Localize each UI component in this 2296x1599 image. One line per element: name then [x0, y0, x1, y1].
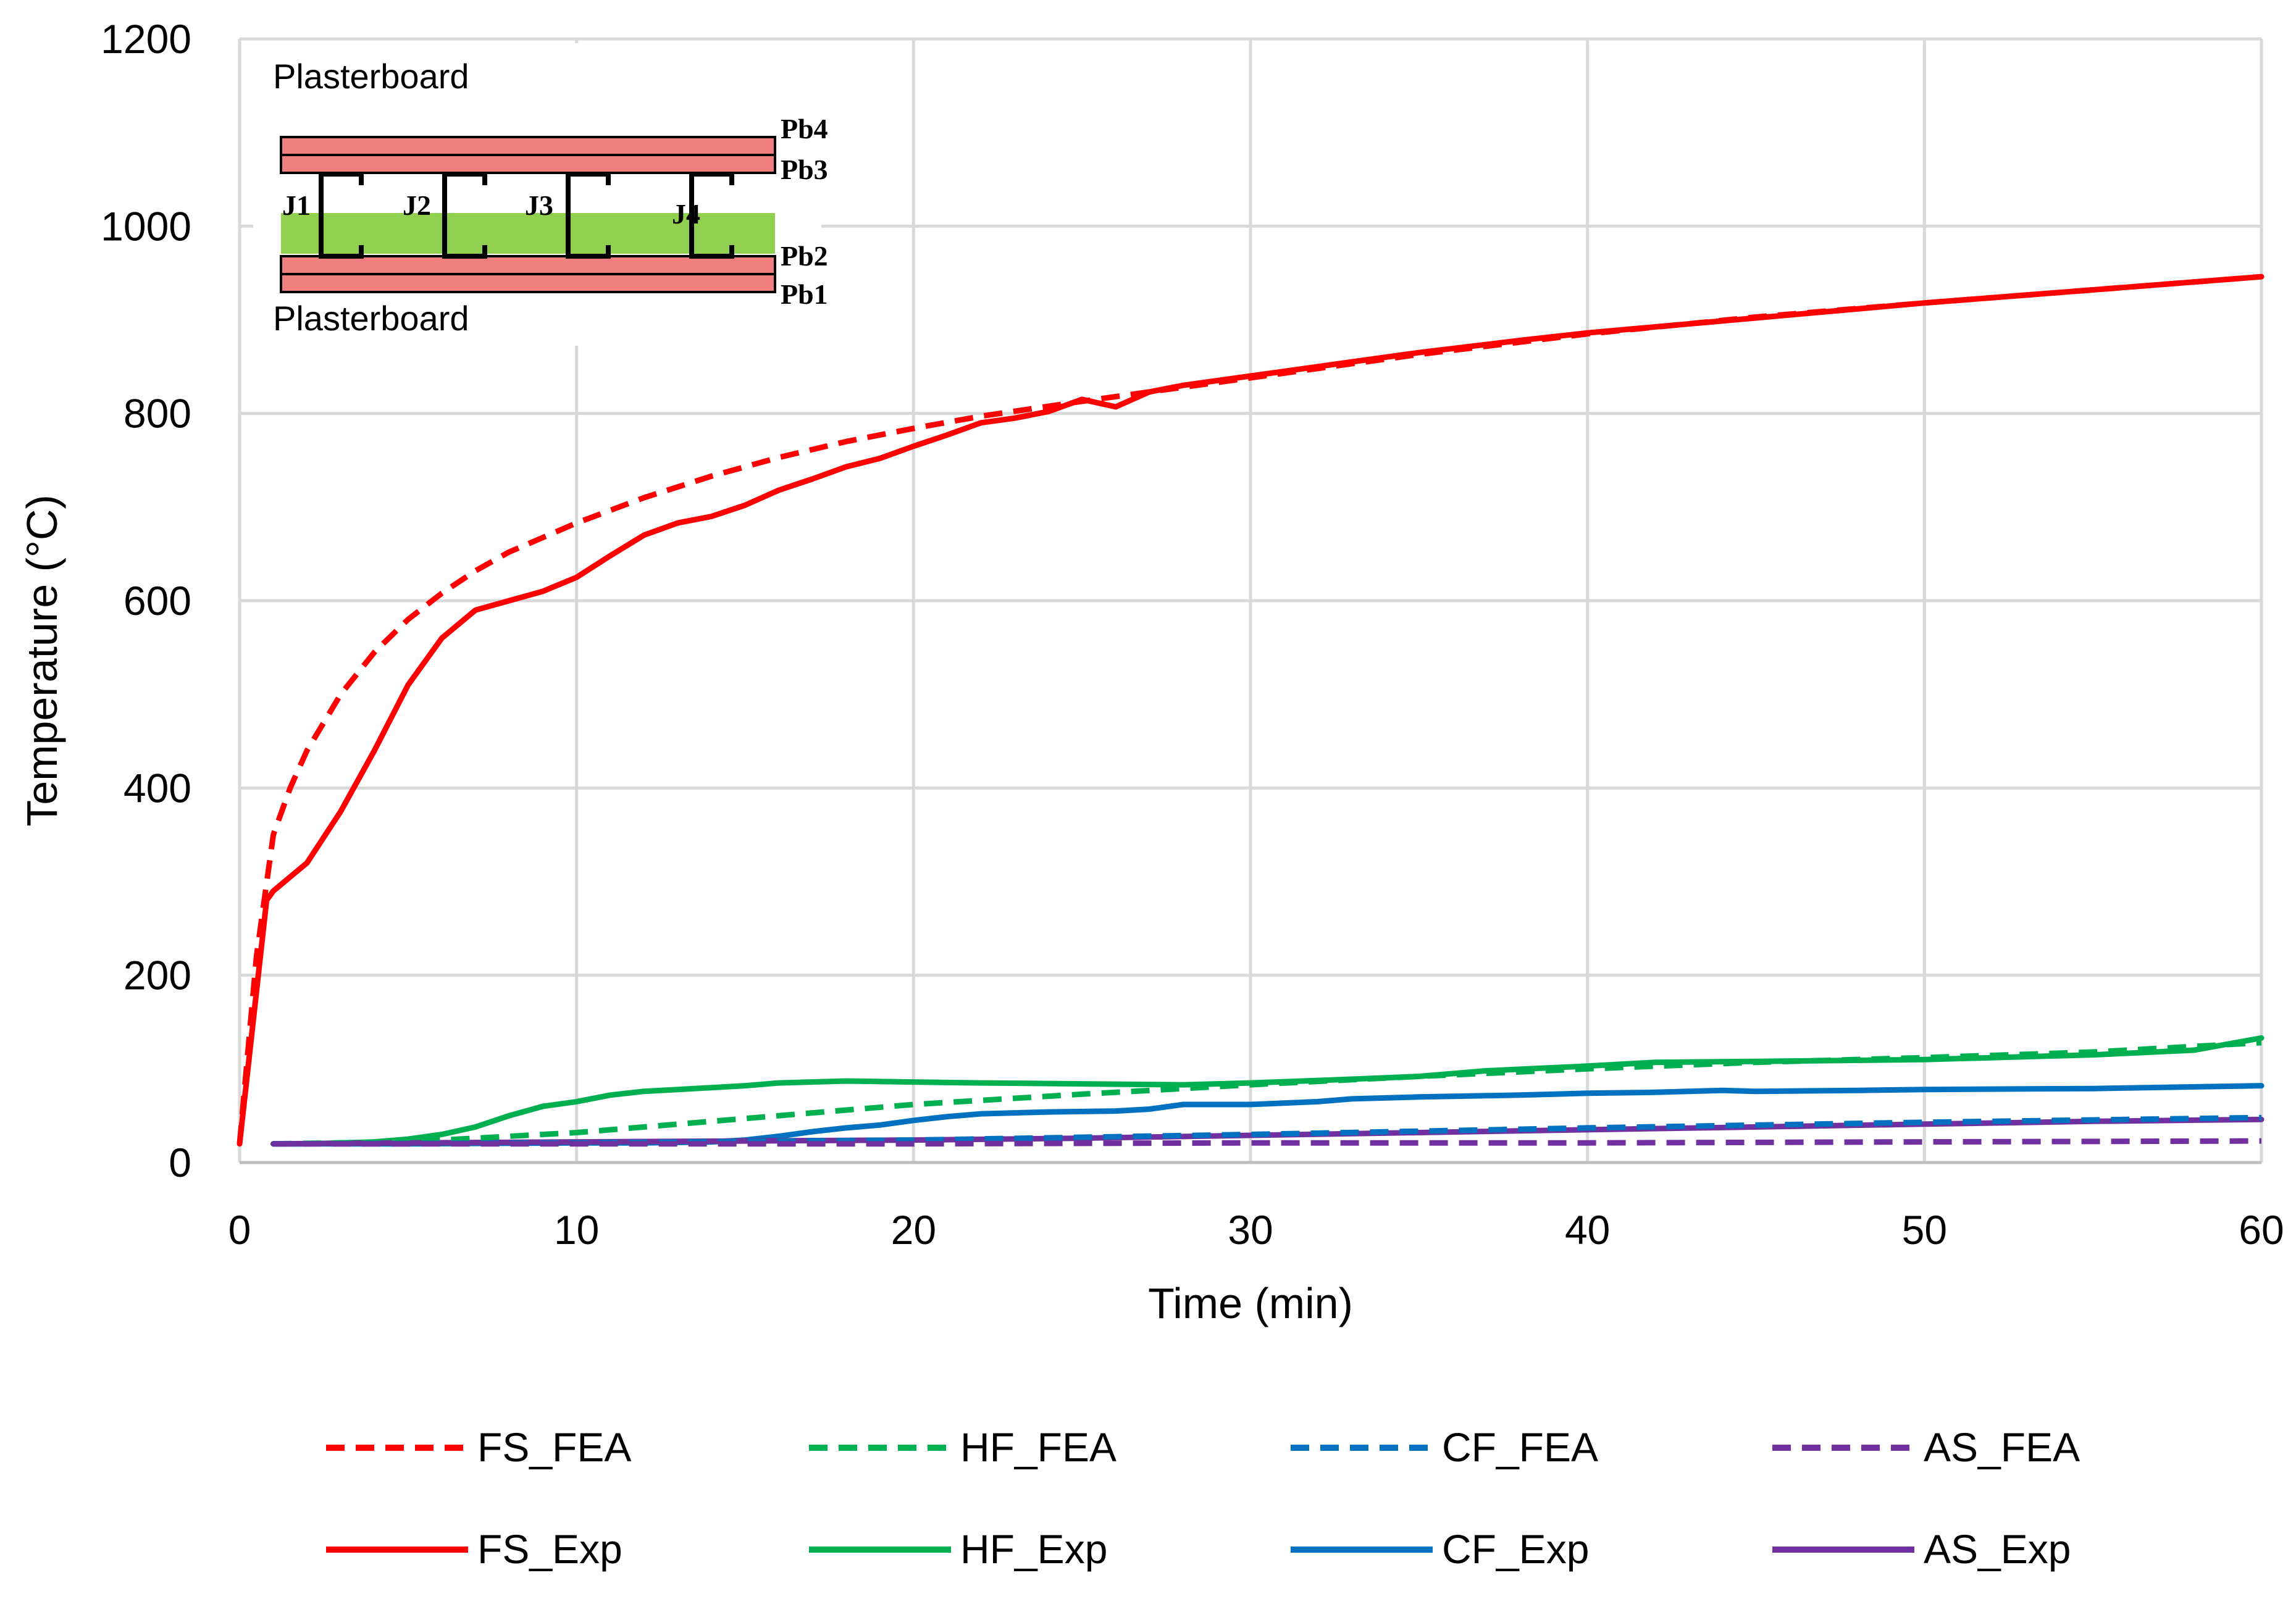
series-line-hf-exp — [270, 1035, 2265, 1147]
label-pb2: Pb2 — [781, 240, 828, 272]
stud-j3 — [566, 172, 611, 259]
y-tick-label: 1200 — [101, 16, 191, 62]
x-tick-label: 50 — [1902, 1207, 1947, 1253]
legend-label-as-fea: AS_FEA — [1924, 1424, 2080, 1470]
legend-label-hf-exp: HF_Exp — [960, 1526, 1107, 1572]
label-pb1: Pb1 — [781, 278, 828, 310]
label-pb3: Pb3 — [781, 154, 828, 185]
x-tick-label: 40 — [1565, 1207, 1610, 1253]
x-tick-labels: 0 10 20 30 40 50 60 — [228, 1207, 2284, 1253]
y-tick-label: 200 — [124, 953, 191, 998]
stud-j4 — [689, 172, 734, 259]
stud-j2 — [442, 172, 487, 259]
steel-studs — [319, 172, 734, 259]
inset-diagram: Plasterboard Plasterboard Pb4 Pb3 Pb2 Pb… — [253, 43, 828, 346]
legend-label-fs-exp: FS_Exp — [477, 1526, 622, 1572]
y-tick-label: 800 — [124, 391, 191, 436]
legend-label-fs-fea: FS_FEA — [477, 1424, 631, 1470]
label-j4: J4 — [672, 198, 700, 230]
x-tick-label: 20 — [891, 1207, 936, 1253]
y-tick-labels: 0 200 400 600 800 1000 1200 — [101, 16, 191, 1185]
series-line-fs-fea — [237, 273, 2262, 1145]
label-j1: J1 — [282, 190, 311, 221]
x-axis-title: Time (min) — [1148, 1279, 1353, 1327]
label-pb4: Pb4 — [781, 113, 828, 144]
y-tick-label: 400 — [124, 765, 191, 811]
y-axis-title: Temperature (°C) — [18, 495, 66, 827]
legend: FS_FEA HF_FEA CF_FEA AS_FEA FS_Exp HF_Exp CF_E… — [326, 1424, 2080, 1572]
inset-background — [253, 43, 821, 346]
series-lines — [237, 273, 2265, 1147]
legend-label-as-exp: AS_Exp — [1924, 1526, 2071, 1572]
legend-label-cf-fea: CF_FEA — [1442, 1424, 1598, 1470]
y-tick-label: 0 — [169, 1140, 191, 1185]
series-line-hf-fea — [273, 1040, 2262, 1147]
series-line-as-fea — [273, 1138, 2262, 1147]
y-tick-label: 1000 — [101, 203, 191, 249]
label-j3: J3 — [525, 190, 553, 221]
legend-label-cf-exp: CF_Exp — [1442, 1526, 1589, 1572]
y-tick-label: 600 — [124, 578, 191, 624]
x-tick-label: 60 — [2239, 1207, 2284, 1253]
x-tick-label: 0 — [228, 1207, 251, 1253]
x-tick-label: 30 — [1228, 1207, 1273, 1253]
stud-j1 — [319, 172, 364, 259]
inset-bottom-label: Plasterboard — [273, 299, 469, 338]
x-tick-label: 10 — [554, 1207, 599, 1253]
legend-label-hf-fea: HF_FEA — [960, 1424, 1117, 1470]
label-j2: J2 — [403, 190, 431, 221]
inset-top-label: Plasterboard — [273, 57, 469, 96]
